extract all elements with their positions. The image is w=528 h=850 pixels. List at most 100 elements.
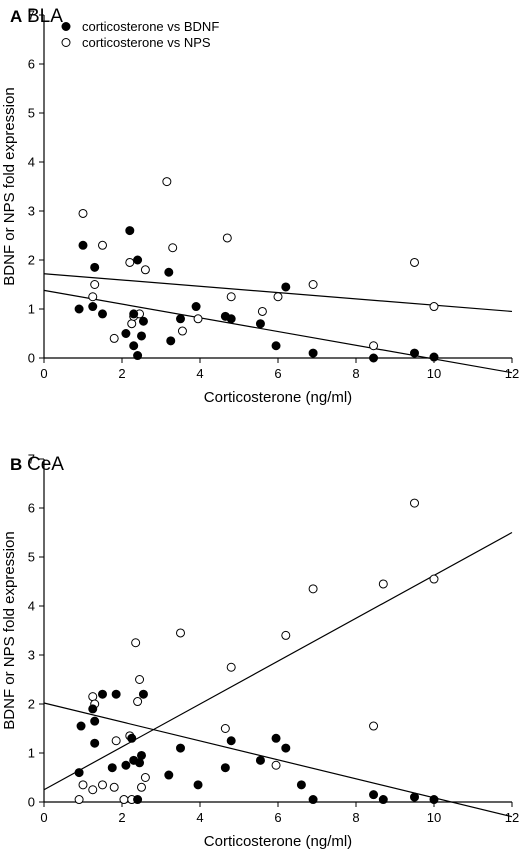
x-tick-label: 8 bbox=[352, 810, 359, 825]
x-tick-label: 12 bbox=[505, 810, 519, 825]
nps-data-point bbox=[177, 326, 187, 336]
nps-data-point bbox=[226, 662, 236, 672]
nps-data-point bbox=[176, 628, 185, 638]
bdnf-data-point bbox=[129, 341, 139, 351]
regression-line-nps bbox=[43, 531, 513, 791]
nps-data-point bbox=[88, 785, 98, 795]
bdnf-data-point bbox=[90, 262, 100, 272]
nps-data-point bbox=[111, 736, 121, 746]
y-tick-label: 3 bbox=[28, 648, 35, 663]
legend-marker-nps bbox=[61, 38, 71, 47]
bdnf-data-point bbox=[176, 314, 185, 324]
bdnf-data-point bbox=[429, 352, 439, 362]
panel-letter: B bbox=[10, 455, 22, 474]
y-tick-label: 4 bbox=[28, 599, 35, 614]
bdnf-data-point bbox=[193, 780, 203, 790]
bdnf-data-point bbox=[74, 304, 84, 314]
x-tick-label: 10 bbox=[427, 366, 441, 381]
bdnf-data-point bbox=[133, 351, 143, 361]
bdnf-data-point bbox=[220, 763, 230, 773]
y-tick-label: 5 bbox=[28, 550, 35, 565]
nps-data-point bbox=[109, 333, 119, 343]
bdnf-data-point bbox=[137, 750, 146, 760]
nps-data-point bbox=[193, 314, 203, 324]
x-tick-label: 2 bbox=[118, 810, 125, 825]
bdnf-data-point bbox=[226, 736, 236, 746]
bdnf-data-point bbox=[166, 336, 176, 346]
y-tick-label: 3 bbox=[28, 204, 35, 219]
nps-data-point bbox=[226, 292, 236, 302]
bdnf-data-point bbox=[88, 704, 98, 714]
nps-data-point bbox=[410, 257, 419, 267]
nps-data-point bbox=[429, 574, 439, 584]
y-tick-label: 0 bbox=[28, 795, 35, 810]
y-tick-label: 7 bbox=[28, 452, 35, 467]
legend-label: corticosterone vs NPS bbox=[82, 35, 211, 50]
bdnf-data-point bbox=[74, 768, 84, 778]
x-tick-label: 2 bbox=[118, 366, 125, 381]
x-tick-label: 6 bbox=[274, 366, 281, 381]
nps-data-point bbox=[378, 579, 388, 589]
bdnf-data-point bbox=[281, 282, 291, 292]
bdnf-data-point bbox=[308, 348, 318, 358]
bdnf-data-point bbox=[378, 795, 388, 805]
y-tick-label: 2 bbox=[28, 697, 35, 712]
bdnf-data-point bbox=[135, 758, 145, 768]
bdnf-data-point bbox=[133, 255, 143, 265]
bdnf-data-point bbox=[410, 348, 419, 358]
nps-data-point bbox=[88, 292, 98, 302]
y-tick-label: 1 bbox=[28, 746, 35, 761]
nps-data-point bbox=[119, 795, 129, 805]
bdnf-data-point bbox=[107, 763, 117, 773]
bdnf-data-point bbox=[111, 689, 121, 699]
panel-title: CeA bbox=[27, 454, 64, 475]
x-tick-label: 10 bbox=[427, 810, 441, 825]
nps-data-point bbox=[220, 724, 230, 733]
bdnf-data-point bbox=[121, 760, 131, 770]
y-axis-title: BDNF or NPS fold expression bbox=[1, 87, 18, 285]
bdnf-data-point bbox=[255, 755, 265, 765]
bdnf-data-point bbox=[410, 792, 419, 802]
bdnf-data-point bbox=[129, 309, 139, 319]
nps-data-point bbox=[429, 302, 439, 312]
regression-line-bdnf bbox=[43, 702, 513, 818]
bdnf-data-point bbox=[98, 689, 107, 699]
bdnf-data-point bbox=[429, 795, 439, 805]
x-tick-label: 0 bbox=[40, 810, 47, 825]
bdnf-data-point bbox=[88, 302, 98, 312]
bdnf-data-point bbox=[90, 716, 100, 726]
x-tick-label: 0 bbox=[40, 366, 47, 381]
bdnf-data-point bbox=[98, 309, 107, 319]
bdnf-data-point bbox=[127, 733, 137, 743]
x-axis-title: Corticosterone (ng/ml) bbox=[204, 833, 352, 850]
x-tick-label: 8 bbox=[352, 366, 359, 381]
bdnf-data-point bbox=[133, 795, 143, 805]
y-tick-label: 2 bbox=[28, 253, 35, 268]
legend-marker-bdnf bbox=[61, 22, 71, 31]
nps-data-point bbox=[135, 675, 145, 684]
nps-data-point bbox=[78, 780, 88, 790]
bdnf-data-point bbox=[281, 743, 291, 753]
bdnf-data-point bbox=[78, 240, 88, 250]
bdnf-data-point bbox=[138, 689, 148, 699]
nps-data-point bbox=[271, 760, 281, 770]
x-tick-label: 4 bbox=[196, 366, 203, 381]
bdnf-data-point bbox=[76, 721, 86, 731]
bdnf-data-point bbox=[308, 795, 318, 805]
x-tick-label: 6 bbox=[274, 810, 281, 825]
y-tick-label: 7 bbox=[28, 8, 35, 23]
nps-data-point bbox=[133, 697, 143, 707]
nps-data-point bbox=[257, 306, 267, 316]
panel-title: BLA bbox=[27, 6, 63, 27]
x-axis-title: Corticosterone (ng/ml) bbox=[204, 389, 352, 406]
nps-data-point bbox=[109, 782, 119, 792]
y-tick-label: 6 bbox=[28, 57, 35, 72]
bdnf-data-point bbox=[369, 790, 379, 800]
nps-data-point bbox=[168, 243, 178, 253]
nps-data-point bbox=[369, 721, 379, 731]
bdnf-data-point bbox=[137, 331, 146, 341]
nps-data-point bbox=[410, 498, 419, 508]
bdnf-data-point bbox=[90, 738, 100, 748]
